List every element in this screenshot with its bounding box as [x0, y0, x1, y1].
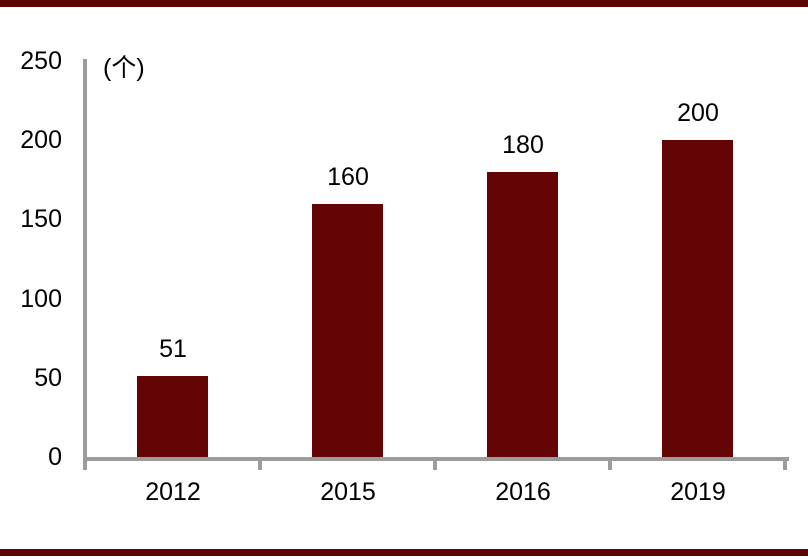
y-axis-unit-label: (个) [103, 54, 145, 82]
y-tick-label: 50 [34, 363, 62, 392]
x-axis-tick [433, 457, 437, 470]
bar-2016 [487, 172, 558, 457]
y-tick-label: 0 [48, 443, 62, 471]
x-category-label: 2012 [145, 478, 201, 506]
bottom-border-band [0, 549, 808, 556]
top-border-band [0, 0, 808, 7]
x-axis-tick [608, 457, 612, 470]
bar-2015 [312, 204, 383, 457]
x-category-label: 2016 [495, 478, 551, 506]
bar-2019 [662, 140, 733, 457]
y-tick-label: 150 [20, 205, 62, 234]
x-axis-tick [83, 457, 87, 470]
y-tick-label: 200 [20, 126, 62, 155]
bar-value-label: 180 [502, 131, 544, 159]
x-axis-tick [258, 457, 262, 470]
bar-value-label: 51 [159, 335, 187, 363]
x-axis-tick [783, 457, 787, 470]
y-tick-label: 250 [20, 47, 62, 75]
bar-2012 [137, 376, 208, 457]
x-category-label: 2019 [670, 478, 726, 506]
y-tick-label: 100 [20, 284, 62, 313]
x-category-label: 2015 [320, 478, 376, 506]
bar-value-label: 160 [327, 163, 369, 191]
y-axis-line [83, 59, 87, 461]
bar-value-label: 200 [677, 99, 719, 127]
